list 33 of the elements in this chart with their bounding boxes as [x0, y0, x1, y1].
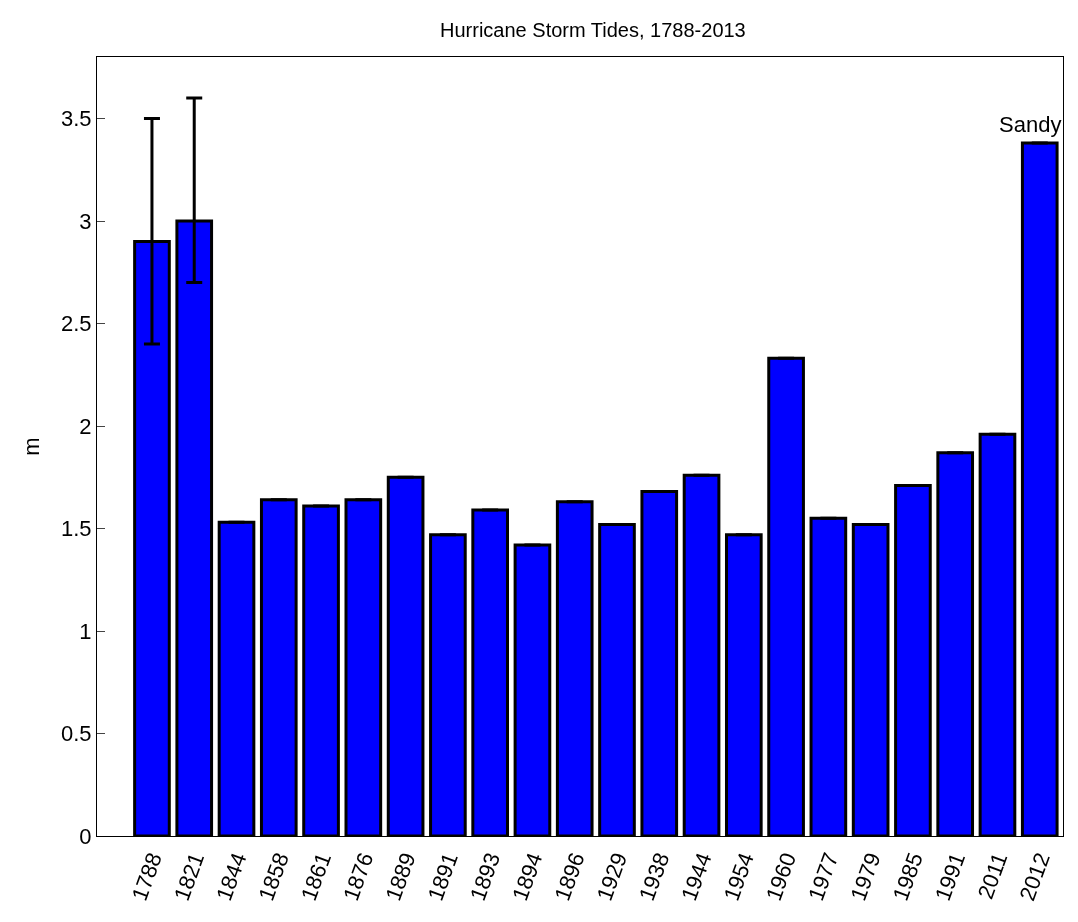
x-tick-label: 2012 — [1014, 849, 1055, 904]
x-tick-label: 1889 — [380, 849, 421, 904]
x-tick-label: 1893 — [464, 849, 506, 904]
x-tick-label: 1894 — [507, 849, 548, 904]
x-tick-label: 1944 — [676, 849, 717, 904]
y-tick-label: 1 — [79, 618, 92, 644]
x-tick-label: 1788 — [126, 849, 167, 904]
x-tick-label: 1858 — [253, 849, 294, 904]
y-tick-label: 0.5 — [61, 721, 92, 747]
x-tick-label: 1861 — [295, 849, 337, 904]
x-tick-label: 1876 — [338, 849, 379, 904]
x-tick-label: 1960 — [760, 849, 802, 904]
x-tick-label: 1979 — [845, 849, 886, 904]
x-tick-label: 1991 — [930, 849, 971, 904]
x-tick-label: 1821 — [169, 849, 210, 904]
x-tick-label: 1985 — [887, 849, 928, 904]
y-tick-label: 3 — [79, 208, 92, 234]
x-tick-label: 1954 — [718, 849, 759, 904]
y-tick-label: 3.5 — [61, 106, 92, 132]
y-tick-label: 2 — [79, 413, 92, 439]
y-tick-label: 0 — [79, 823, 92, 849]
x-tick-label: 1891 — [422, 849, 463, 904]
y-tick-label: 2.5 — [61, 311, 92, 337]
x-tick-label: 1938 — [634, 849, 675, 904]
x-tick-label: 1929 — [591, 849, 633, 904]
x-tick-label: 1844 — [211, 849, 252, 904]
annotation: Sandy — [999, 112, 1062, 137]
x-tick-label: 2011 — [972, 849, 1013, 903]
y-tick-label: 1.5 — [61, 516, 92, 542]
y-axis-title: m — [18, 437, 44, 456]
x-tick-label: 1977 — [803, 849, 844, 904]
x-tick-label: 1896 — [549, 849, 590, 904]
chart-title: Hurricane Storm Tides, 1788-2013 — [440, 19, 746, 42]
